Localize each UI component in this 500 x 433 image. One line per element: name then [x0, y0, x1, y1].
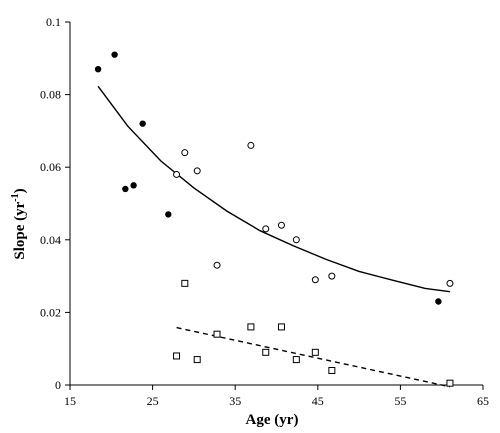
solid-fit-line [97, 85, 451, 293]
open-circle-point [446, 279, 454, 287]
y-axis-title-close: ) [12, 188, 28, 193]
open-square-point [262, 348, 270, 356]
fit-lines [97, 85, 451, 388]
open-square-point [311, 348, 319, 356]
open-square-point [193, 356, 201, 364]
x-axis-title: Age (yr) [246, 412, 299, 428]
y-axis-title-main: Slope (yr [12, 201, 28, 259]
filled-circle-point [111, 51, 118, 58]
open-square-point [277, 323, 285, 331]
data-points [94, 51, 454, 387]
x-tick-label: 35 [229, 394, 241, 408]
open-square-point [247, 323, 255, 331]
open-circle-point [247, 141, 255, 149]
open-square-point [173, 352, 181, 360]
filled-circle-point [94, 65, 102, 73]
y-tick-label: 0.02 [40, 305, 61, 319]
x-tick-label: 45 [312, 394, 324, 408]
x-tick-label: 65 [477, 394, 489, 408]
filled-circle-point [435, 298, 442, 305]
filled-circle-point [122, 185, 129, 193]
x-tick-label: 55 [394, 394, 406, 408]
open-circle-point [262, 225, 270, 233]
y-tick-label: 0.08 [40, 88, 61, 102]
open-circle-point [213, 261, 221, 269]
axis-ticks: 15 25 35 45 55 65 0 0.02 0.04 0.06 0.08 0.1 [40, 15, 489, 408]
y-tick-label: 0.04 [40, 233, 61, 247]
dashed-fit-line [176, 326, 451, 388]
x-tick-label: 15 [64, 394, 76, 408]
open-circle-point [328, 272, 336, 280]
open-square-point [446, 379, 454, 387]
open-circle-point [193, 167, 201, 175]
open-square-point [328, 366, 336, 374]
y-axis-title-sup: -1 [10, 193, 21, 201]
open-square-point [213, 330, 221, 338]
filled-circle-point [139, 120, 146, 127]
filled-circle-point [165, 211, 172, 218]
open-square-point [292, 356, 300, 364]
plot-axes [69, 22, 483, 386]
open-circle-point [311, 276, 319, 284]
y-tick-label: 0.1 [46, 15, 61, 29]
open-circle-point [277, 221, 285, 229]
y-tick-label: 0 [55, 378, 61, 392]
open-circle-point [292, 236, 300, 244]
y-tick-label: 0.06 [40, 160, 61, 174]
open-square-point [181, 279, 189, 287]
y-axis-title: Slope (yr-1) [10, 188, 28, 259]
open-circle-point [181, 149, 189, 157]
open-circle-point [173, 170, 181, 178]
x-tick-label: 25 [147, 394, 159, 408]
filled-circle-point [130, 182, 137, 189]
